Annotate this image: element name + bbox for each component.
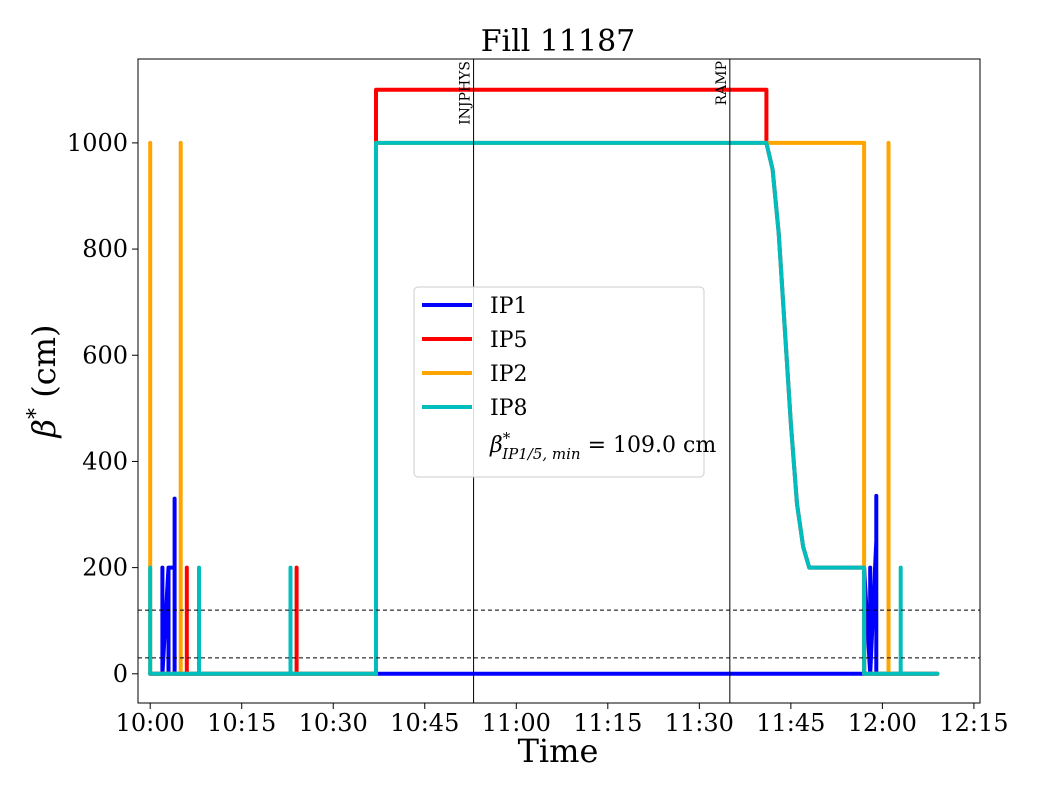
y-tick-label: 1000 (67, 129, 128, 157)
legend: IP1 IP5 IP2 IP8 β* IP1/5, min = 109.0 cm (413, 286, 716, 478)
y-tick-label: 600 (82, 341, 128, 369)
y-tick-label: 200 (82, 554, 128, 582)
y-tick-label: 400 (82, 447, 128, 475)
y-axis-ticks: 0 200 400 600 800 1000 (67, 129, 138, 688)
threshold-lines (138, 609, 980, 659)
x-tick-label: 10:30 (299, 709, 368, 737)
x-tick-label: 10:15 (207, 709, 276, 737)
plot-frame (137, 58, 981, 704)
x-tick-label: 11:30 (665, 709, 734, 737)
x-axis-ticks: 10:00 10:15 10:30 10:45 11:00 11:15 11:30 11:45… (116, 703, 1008, 737)
plot-area (148, 87, 940, 676)
x-tick-label: 11:15 (573, 709, 642, 737)
legend-label-ip5: IP5 (490, 328, 528, 353)
y-tick-label: 0 (113, 660, 128, 688)
x-tick-label: 10:00 (116, 709, 185, 737)
x-tick-label: 12:00 (848, 709, 917, 737)
series-line-ip8 (148, 140, 940, 676)
x-tick-label: 10:45 (390, 709, 459, 737)
series-line-ip1 (148, 493, 940, 676)
legend-label-ip1: IP1 (490, 294, 528, 319)
legend-box (413, 286, 705, 478)
x-tick-label: 11:00 (482, 709, 551, 737)
marker-label-injphys: INJPHYS (458, 61, 474, 125)
legend-label-ip8: IP8 (490, 396, 528, 421)
x-tick-label: 11:45 (756, 709, 825, 737)
chart-title: Fill 11187 (481, 24, 636, 59)
legend-label-ip2: IP2 (490, 362, 528, 387)
legend-note: β* IP1/5, min = 109.0 cm (489, 429, 716, 463)
x-axis-label: Time (518, 732, 599, 770)
x-tick-label: 12:15 (939, 709, 1008, 737)
marker-label-ramp: RAMP (714, 61, 730, 105)
y-axis-label: β* (cm) (24, 325, 64, 439)
y-tick-label: 800 (82, 235, 128, 263)
